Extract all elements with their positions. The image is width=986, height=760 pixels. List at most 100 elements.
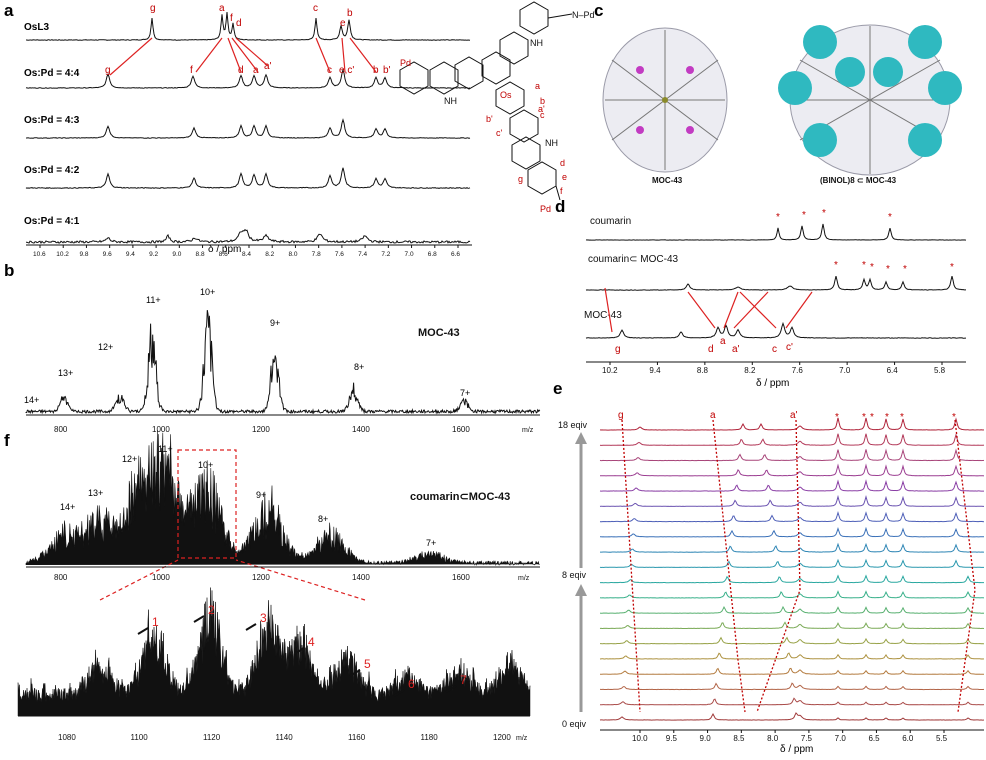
struct-label-b: b	[540, 96, 545, 106]
arrow-c-prime-shift	[785, 291, 813, 329]
panel-letter-c: c	[594, 1, 603, 20]
charge-state-label: 9+	[256, 490, 266, 500]
pyridine-ring-top	[519, 1, 549, 35]
phen-ring-left-a	[454, 56, 484, 90]
peak-label-e-top: e	[340, 18, 346, 29]
axis-tick-label: 8.8	[697, 366, 709, 375]
equiv-label-8: 8 eqiv	[562, 570, 587, 580]
charge-state-label: 8+	[318, 514, 328, 524]
trace-label-4-3: Os:Pd = 4:3	[24, 115, 80, 126]
binol-guest	[778, 71, 812, 105]
charge-state-label: 7+	[426, 538, 436, 548]
panel-f-zoom-xaxis: 1080 1100 1120 1140 1160 1180 1200 m/z	[18, 715, 530, 742]
panel-d-xaxis: 10.2 9.4 8.8 8.2 7.6 7.0 6.4 5.8	[586, 361, 966, 375]
axis-tick-label: 7.2	[381, 251, 390, 258]
axis-unit: m/z	[516, 735, 528, 742]
struct-label-nh2: NH	[444, 96, 457, 106]
titration-direction-arrows	[575, 432, 587, 712]
axis-tick-label: 9.6	[103, 251, 112, 258]
panel-a-top-peak-labels: g a f d c b e	[150, 3, 353, 29]
phen-ring-lower	[509, 109, 539, 143]
zoom-peak-number: 2	[208, 603, 215, 617]
panel-a-arrows	[109, 37, 377, 76]
axis-tick-label: 1000	[152, 425, 170, 434]
coumarin-peak-star: *	[900, 412, 904, 423]
panel-letter-a: a	[4, 1, 14, 20]
panel-e-xlabel: δ / ppm	[780, 744, 813, 755]
phen-ring-left-b	[429, 61, 459, 95]
struct-label-os: Os	[500, 90, 512, 100]
axis-tick-label: 7.8	[312, 251, 321, 258]
charge-state-label: 11+	[158, 444, 173, 454]
axis-tick-label: 7.6	[335, 251, 344, 258]
trace-label-coumarin-moc43: coumarin⊂ MOC-43	[588, 254, 679, 265]
guide-star	[954, 419, 976, 713]
axis-tick-label: 8.2	[265, 251, 274, 258]
titration-trace	[599, 574, 984, 584]
coumarin-peak-star: *	[862, 412, 866, 423]
arrow-f	[227, 37, 242, 73]
titration-trace	[599, 621, 985, 630]
struct-label-e: e	[562, 172, 567, 182]
peak-pointer-arrow	[445, 685, 457, 693]
metal-node	[636, 126, 644, 134]
coumarin-peak-star: *	[834, 260, 838, 271]
binol-guest	[835, 57, 865, 87]
axis-tick-label: 6.5	[868, 734, 880, 743]
caption-moc43: MOC-43	[652, 176, 683, 185]
charge-state-label: 8+	[354, 362, 364, 372]
arrow-a	[195, 37, 223, 73]
arrow-b	[349, 37, 377, 73]
ms-spectrum-coumarin-moc43	[25, 430, 540, 567]
titration-trace	[600, 542, 984, 553]
panel-c: c MOC-43 (BINOL)8 ⊂ MOC-43	[594, 1, 962, 185]
axis-tick-label: 1200	[252, 425, 270, 434]
peak-label-c-prime: c'	[786, 342, 793, 353]
metal-node	[686, 126, 694, 134]
bond-pd-bottom	[555, 185, 561, 201]
axis-tick-label: 1080	[58, 733, 76, 742]
pyridine-ring-bottom	[527, 161, 557, 195]
axis-tick-label: 10.0	[632, 734, 648, 743]
axis-tick-label: 1200	[493, 733, 511, 742]
axis-tick-label: 8.4	[242, 251, 251, 258]
arrow-c-shift	[739, 291, 777, 329]
titration-trace	[600, 526, 984, 538]
bond-pd-top	[547, 13, 573, 19]
titration-trace	[599, 448, 985, 462]
coumarin-peak-star: *	[862, 260, 866, 271]
ms-charge-labels-f: 14+ 13+ 12+ 11+ 10+ 9+ 8+ 7+	[60, 444, 436, 548]
peak-label-a-prime-mid: a'	[264, 61, 272, 72]
charge-state-label: 12+	[122, 454, 137, 464]
axis-tick-label: 1100	[131, 733, 149, 742]
axis-tick-label: 8.8	[196, 251, 205, 258]
trace-label-osl3: OsL3	[24, 22, 49, 33]
axis-tick-label: 8.5	[733, 734, 745, 743]
panel-letter-e: e	[553, 379, 562, 398]
peak-label-a-mid: a	[253, 65, 259, 76]
trace-label-coumarin: coumarin	[590, 216, 631, 227]
peak-label-a-prime: a'	[732, 344, 740, 355]
panel-b-xaxis: 800 1000 1200 1400 1600 m/z	[26, 414, 540, 434]
panel-a-mid-peak-labels: g f d a a' c e,c' b b'	[105, 61, 391, 76]
phen-ring-top	[481, 51, 511, 85]
titration-trace	[599, 417, 985, 431]
struct-label-pd-bottom: Pd	[540, 204, 551, 214]
titration-trace	[599, 511, 985, 523]
axis-tick-label: 9.5	[666, 734, 678, 743]
axis-tick-label: 9.4	[649, 366, 661, 375]
struct-label-nh3: NH	[545, 138, 558, 148]
axis-tick-label: 1200	[252, 573, 270, 582]
axis-tick-label: 6.6	[451, 251, 460, 258]
panel-a: a OsL3 Os:Pd = 4:4 Os:Pd = 4:3 Os:Pd = 4…	[4, 1, 595, 258]
peak-label-b-prime-mid: b'	[383, 65, 391, 76]
charge-state-label: 7+	[460, 388, 470, 398]
arrow-d-shift	[687, 291, 716, 329]
axis-tick-label: 9.0	[700, 734, 712, 743]
coumarin-peak-star: *	[870, 412, 874, 423]
axis-tick-label: 1120	[203, 733, 221, 742]
peak-label-ec-mid: e,c'	[339, 65, 354, 76]
trace-label-4-2: Os:Pd = 4:2	[24, 165, 80, 176]
panel-d-peak-labels: g d a a' c c'	[615, 336, 793, 355]
peak-label-g-titration: g	[618, 410, 624, 421]
